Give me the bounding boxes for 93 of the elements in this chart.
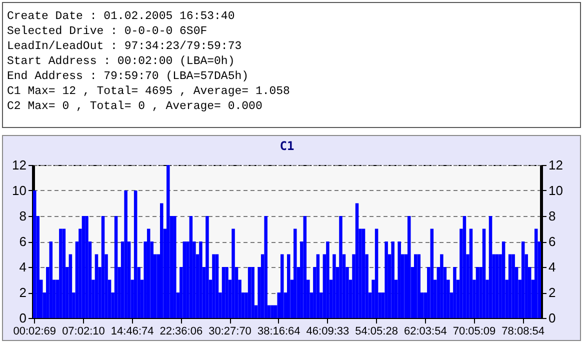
bar — [215, 254, 219, 318]
bar — [462, 216, 466, 318]
x-tick-label: 54:05:28 — [355, 326, 398, 338]
text: Start Address : 00:02:00 (LBA=0h) — [7, 54, 236, 69]
y-tick-label: 6 — [19, 234, 26, 249]
bar — [232, 228, 235, 318]
bar — [182, 242, 186, 318]
bar — [339, 216, 342, 318]
text: C1 Max= 12 , Total= 4695 , Average= 1.058 — [7, 84, 291, 99]
bar — [453, 267, 456, 318]
bar — [440, 254, 444, 318]
bar — [134, 190, 138, 318]
text: Selected Drive : 0-0-0-0 6S0F — [7, 24, 208, 39]
bar — [264, 216, 268, 318]
bar — [294, 228, 297, 318]
bar — [384, 242, 388, 318]
x-tick-label: 00:02:69 — [13, 326, 56, 338]
bar — [82, 216, 86, 318]
bar — [521, 242, 525, 318]
y-tick-label: 2 — [19, 285, 26, 300]
y2-tick-label: 2 — [548, 285, 556, 300]
text: End Address : 79:59:70 (LBA=57DA5h) — [7, 69, 250, 84]
bar — [124, 190, 128, 318]
text: LeadIn/LeadOut : 97:34:23/79:59:73 — [7, 39, 243, 54]
y2-tick-label: 0 — [548, 310, 556, 326]
x-tick-label: 14:46:74 — [110, 326, 154, 338]
bar — [287, 254, 290, 318]
bar — [303, 216, 307, 318]
bar — [482, 228, 486, 318]
y-tick-label: 0 — [19, 310, 26, 326]
bar — [62, 228, 66, 318]
x-tick-label: 62:03:54 — [404, 326, 447, 338]
bar — [476, 267, 480, 318]
x-tick-label: 07:02:10 — [62, 326, 105, 338]
bar — [212, 254, 216, 318]
text: Create Date : 01.02.2005 16:53:40 — [7, 9, 236, 24]
bar — [512, 254, 515, 318]
bar — [355, 203, 359, 318]
bar — [173, 216, 176, 318]
bar — [94, 254, 98, 318]
chart-title: C1 — [280, 139, 294, 153]
y-tick-label: 10 — [12, 183, 26, 198]
bar — [49, 242, 53, 318]
bar — [85, 216, 88, 318]
bar — [222, 267, 226, 318]
bar — [114, 216, 118, 318]
y2-tick-label: 10 — [548, 183, 563, 198]
bar — [160, 203, 164, 318]
text: C2 Max= 0 , Total= 0 , Average= 0.000 — [7, 99, 264, 114]
bar — [495, 254, 499, 318]
y-tick-label: 12 — [12, 158, 26, 172]
bar — [362, 228, 366, 318]
bar — [417, 254, 421, 318]
y2-tick-label: 12 — [548, 158, 563, 172]
bar — [225, 267, 228, 318]
bar — [189, 216, 193, 318]
bar — [59, 228, 62, 318]
bar — [430, 228, 434, 318]
bar — [251, 267, 254, 318]
bar — [391, 242, 394, 318]
bar — [407, 216, 411, 318]
bar — [534, 228, 538, 318]
x-tick-label: 22:36:06 — [160, 326, 203, 338]
x-tick-label: 30:27:70 — [208, 326, 252, 338]
bar — [166, 165, 170, 318]
bar — [326, 242, 330, 318]
bar — [270, 305, 274, 318]
bar — [508, 254, 512, 318]
bar — [414, 254, 418, 318]
bar — [101, 216, 105, 318]
y2-tick-label: 6 — [548, 234, 556, 249]
x-tick-label: 38:16:64 — [257, 326, 300, 338]
bar — [68, 254, 72, 318]
bar — [374, 228, 378, 318]
bar — [469, 228, 473, 318]
bar — [248, 267, 252, 318]
x-tick-label: 78:08:54 — [502, 326, 545, 338]
y2-tick-label: 8 — [548, 208, 556, 224]
bar — [316, 254, 320, 318]
bar — [398, 242, 401, 318]
bar — [332, 254, 336, 318]
bar — [488, 216, 492, 318]
bar — [199, 242, 202, 318]
bar — [502, 242, 506, 318]
y-tick-label: 4 — [19, 260, 26, 274]
bar — [206, 216, 209, 318]
bar — [280, 254, 284, 318]
x-tick-label: 70:05:09 — [452, 326, 496, 338]
x-tick-label: 46:09:33 — [306, 326, 350, 338]
bar — [33, 190, 36, 318]
bar — [146, 228, 150, 318]
y-tick-label: 8 — [19, 208, 26, 224]
y2-tick-label: 4 — [548, 260, 556, 274]
